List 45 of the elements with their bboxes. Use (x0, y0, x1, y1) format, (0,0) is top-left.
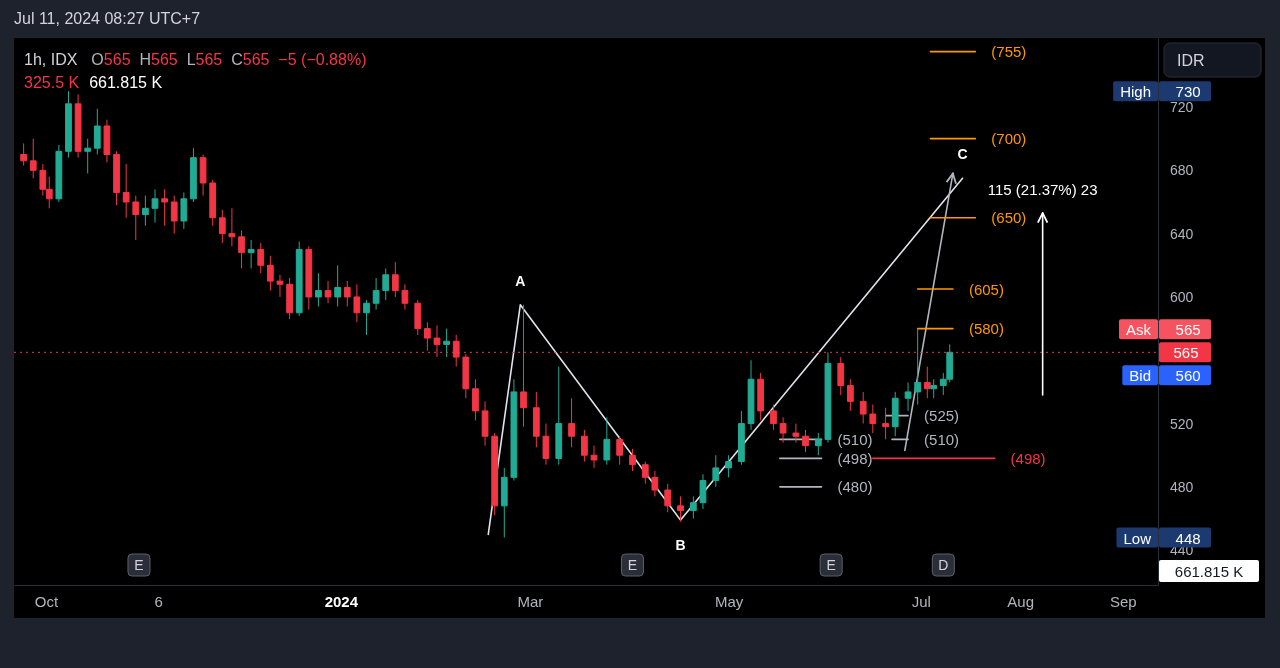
x-tick-label: Jul (911, 592, 931, 610)
series-label: (580) (968, 320, 1004, 338)
y-tick-label: 520 (1170, 415, 1194, 432)
series-label: (480) (837, 478, 873, 496)
annotation: E (627, 557, 638, 573)
annotation: E (826, 557, 836, 573)
series-label: (650) (991, 209, 1027, 227)
text: Jul 11, 2024 08:27 UTC+7 (14, 10, 201, 27)
text: Low 448 (1123, 529, 1201, 547)
x-tick-label: 6 (154, 592, 163, 610)
x-tick-label: May (714, 592, 744, 610)
y-tick-label: 480 (1170, 478, 1194, 495)
x-tick-label: Mar (517, 592, 544, 610)
series-label: (498) (837, 449, 873, 467)
y-tick-label: 600 (1170, 288, 1194, 305)
annotation: 115 (21.37%) 23 (987, 180, 1098, 198)
annotation: C (957, 146, 968, 163)
ref-line-label: 565 (1173, 343, 1199, 361)
text: Bid 560 (1129, 366, 1201, 384)
y-axis-title: IDR (1177, 52, 1205, 69)
annotation: 661.815 K (89, 74, 163, 91)
series-label: (700) (991, 130, 1027, 148)
x-tick-label: Oct (34, 592, 60, 610)
y-tick-label: 680 (1170, 162, 1194, 179)
text: 661.815 K (1174, 562, 1244, 580)
x-tick-label: Aug (1007, 592, 1035, 610)
x-tick-label: 2024 (324, 592, 359, 610)
y-tick-label: 720 (1170, 98, 1194, 115)
annotation: A (515, 272, 526, 289)
text: Ask 565 (1125, 320, 1201, 338)
series-label: (605) (968, 280, 1004, 298)
annotation: 325.5 K (24, 74, 80, 91)
series-label: (755) (991, 43, 1027, 61)
annotation: E (134, 557, 144, 573)
annotation: B (675, 537, 686, 554)
y-tick-label: 640 (1170, 225, 1194, 242)
annotation: D (938, 557, 949, 573)
series-label: (525) (924, 407, 960, 425)
x-tick-label: Sep (1109, 592, 1137, 610)
series-label: (510) (837, 430, 873, 448)
text: O565 H565 L565 C565 −5 (−0.88%) (91, 51, 367, 68)
series-label: (498) (1010, 449, 1046, 467)
series-label: (510) (924, 430, 960, 448)
text: 1h, IDX (24, 51, 78, 68)
text: High 730 (1120, 82, 1201, 100)
